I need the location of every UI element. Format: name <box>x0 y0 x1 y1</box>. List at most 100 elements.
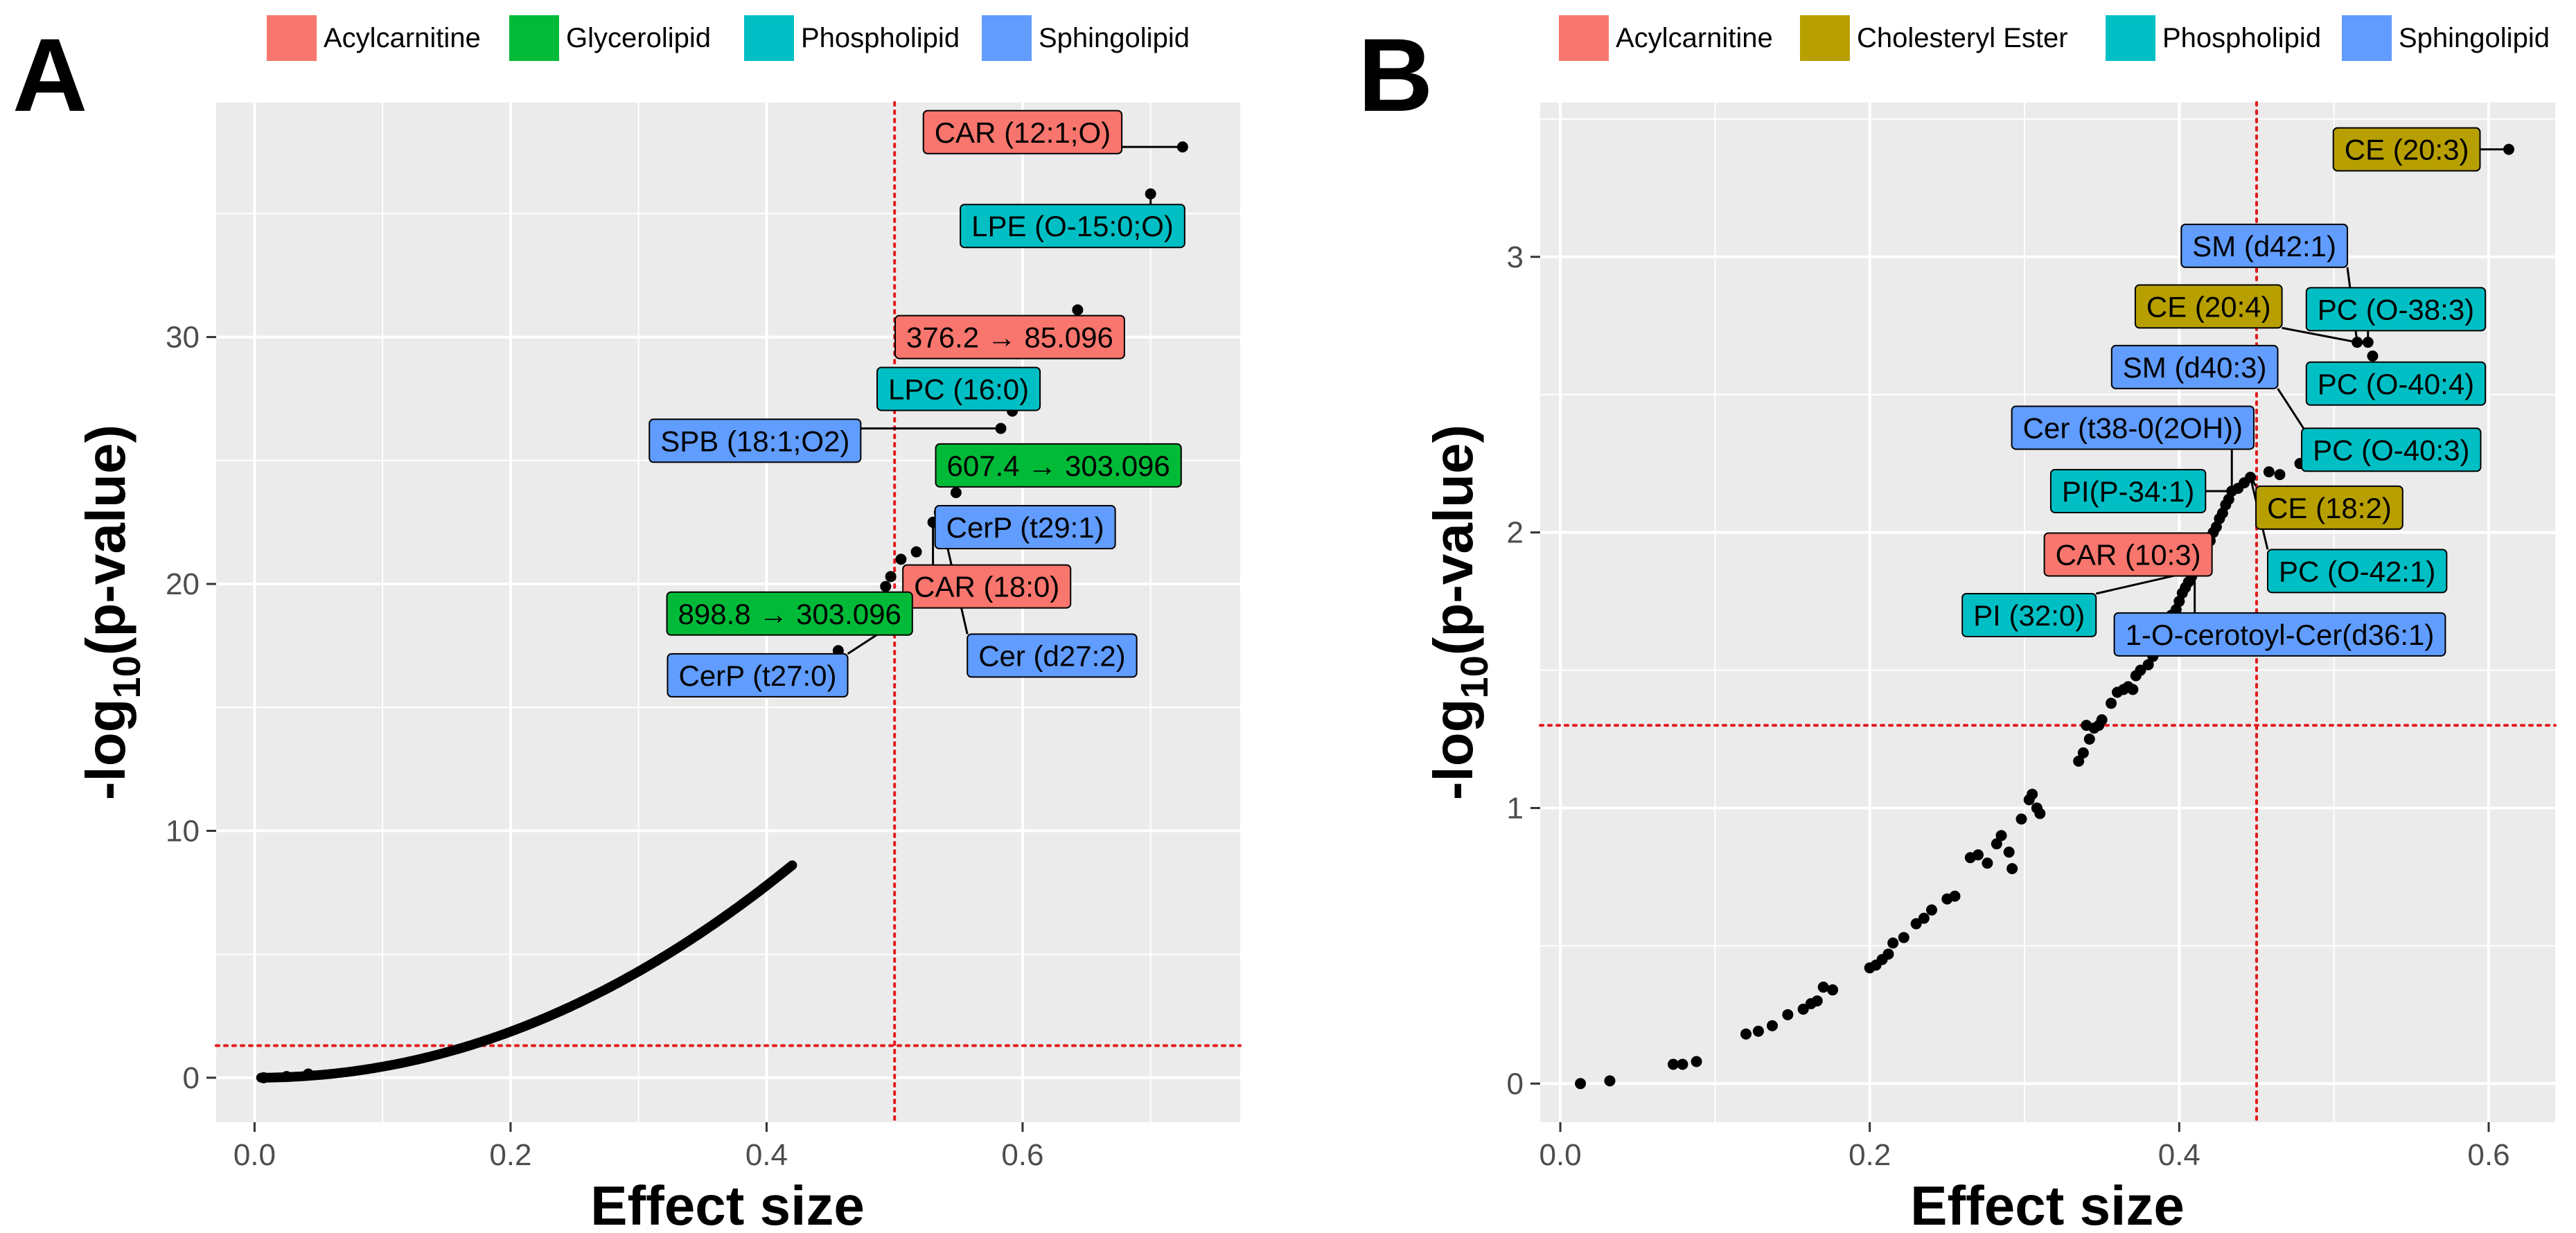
point-label-box <box>666 591 913 636</box>
legend-key-sphingolipid <box>2342 15 2392 61</box>
point-label-text: 1-O-cerotoyl-Cer(d36:1) <box>2126 619 2435 651</box>
point-label-box <box>2110 344 2279 389</box>
data-point <box>1677 1058 1688 1070</box>
data-point <box>1691 1056 1702 1067</box>
data-point <box>2245 472 2257 484</box>
legend-key-acylcarnitine <box>1559 15 1609 61</box>
legend-label-glycerolipid: Glycerolipid <box>566 23 711 53</box>
data-point <box>2081 720 2092 731</box>
data-point <box>1766 1020 1778 1031</box>
point-label-text: SPB (18:1;O2) <box>660 425 849 457</box>
panel-letter-b: B <box>1358 17 1433 133</box>
point-label-box <box>935 443 1182 488</box>
label-connector <box>2282 326 2358 344</box>
point-label: CE (20:4) <box>2134 284 2283 329</box>
data-point <box>2503 143 2515 155</box>
legend-label-sphingolipid: Sphingolipid <box>1039 23 1190 53</box>
point-label-box <box>649 418 862 463</box>
y-tick-label: 20 <box>166 567 200 601</box>
point-label-text: Cer (d27:2) <box>978 639 1125 672</box>
point-label-box <box>2255 485 2403 530</box>
point-label-box <box>960 204 1185 249</box>
point-label-text: CE (20:4) <box>2146 290 2271 323</box>
point-label: 376.2 → 85.096 <box>894 314 1125 360</box>
x-tick-label: 0.4 <box>746 1138 788 1172</box>
x-tick-label: 0.6 <box>1001 1138 1043 1172</box>
point-label: CAR (18:0) <box>902 564 1072 609</box>
point-label: 1-O-cerotoyl-Cer(d36:1) <box>2113 612 2446 657</box>
point-label-box <box>922 109 1123 154</box>
data-point <box>2073 755 2085 767</box>
point-label: LPE (O-15:0;O) <box>960 204 1185 249</box>
point-label: SM (d40:3) <box>2110 344 2279 389</box>
data-point <box>1910 918 1922 930</box>
legend-label-sphingolipid: Sphingolipid <box>2399 23 2550 53</box>
point-label-box <box>1961 592 2097 637</box>
data-point <box>281 1071 292 1083</box>
data-point <box>1782 1009 1794 1020</box>
point-label: PI(P-34:1) <box>2049 468 2207 513</box>
data-point <box>2274 469 2286 481</box>
y-tick-label: 2 <box>1507 516 1524 550</box>
legend-key-phospholipid <box>744 15 794 61</box>
data-point <box>2367 351 2379 362</box>
data-point <box>1072 304 1084 316</box>
x-tick-label: 0.6 <box>2467 1138 2509 1172</box>
point-label-box <box>2011 405 2255 450</box>
data-point <box>1926 904 1938 916</box>
y-tick-label: 10 <box>166 814 200 848</box>
point-label: 607.4 → 303.096 <box>935 443 1182 488</box>
point-label-box <box>2180 223 2349 268</box>
data-point <box>2352 337 2363 348</box>
legend-label-acylcarnitine: Acylcarnitine <box>324 23 481 53</box>
data-point <box>1797 1003 1809 1015</box>
data-point <box>1918 912 1930 924</box>
point-label-box <box>2301 427 2482 472</box>
y-tick-label: 0 <box>183 1061 200 1095</box>
point-label: SM (d42:1) <box>2180 223 2349 268</box>
data-point <box>1145 188 1156 199</box>
point-label-text: CerP (t29:1) <box>946 511 1104 544</box>
point-label-text: PI (32:0) <box>1973 599 2085 632</box>
data-point <box>885 571 897 583</box>
point-label: PC (O-42:1) <box>2266 549 2448 594</box>
panel-letter-a: A <box>12 17 87 133</box>
axis-ticks-a: 0.0 0.2 0.4 0.6 0 10 20 30 <box>166 321 1043 1172</box>
data-point <box>2034 808 2046 819</box>
data-point <box>910 546 922 558</box>
data-point <box>1991 838 2002 850</box>
point-label-box <box>2043 532 2213 577</box>
point-label-box <box>2305 361 2487 406</box>
legend-label-phospholipid: Phospholipid <box>801 23 960 53</box>
point-label-box <box>667 653 849 698</box>
legend-label-cholesteryl-ester: Cholesteryl Ester <box>1857 23 2068 53</box>
y-tick-label: 30 <box>166 321 200 355</box>
y-axis-title-a: -log10(p-value) <box>75 425 148 800</box>
point-label: CAR (12:1;O) <box>922 109 1123 154</box>
x-tick-label: 0.4 <box>2158 1138 2200 1172</box>
data-point <box>1827 984 1839 996</box>
legend-label-acylcarnitine: Acylcarnitine <box>1616 23 1773 53</box>
point-label: Cer (t38-0(2OH)) <box>2011 405 2255 450</box>
point-label: PC (O-40:4) <box>2305 361 2487 406</box>
y-tick-label: 3 <box>1507 240 1524 274</box>
data-point <box>1752 1025 1764 1037</box>
point-label-box <box>894 314 1125 360</box>
legend-key-cholesteryl-ester <box>1800 15 1850 61</box>
panel-b: B Acylcarnitine Cholesteryl Ester Phosph… <box>1358 15 2557 1233</box>
data-point <box>2003 846 2015 858</box>
data-point <box>1995 830 2007 842</box>
data-point <box>2127 684 2139 695</box>
data-point <box>1604 1075 1616 1087</box>
point-label-text: SM (d40:3) <box>2123 351 2267 384</box>
point-label-box <box>902 564 1072 609</box>
data-point <box>950 487 962 499</box>
point-label-box <box>967 633 1138 678</box>
point-label: CAR (10:3) <box>2043 532 2213 577</box>
point-label: PC (O-38:3) <box>2305 287 2487 332</box>
point-label: CerP (t29:1) <box>934 505 1116 550</box>
data-point <box>2142 659 2154 671</box>
legend-b: Acylcarnitine Cholesteryl Ester Phosphol… <box>1559 15 2550 61</box>
point-label-text: 376.2 → 85.096 <box>906 321 1113 354</box>
data-point <box>1740 1028 1752 1040</box>
